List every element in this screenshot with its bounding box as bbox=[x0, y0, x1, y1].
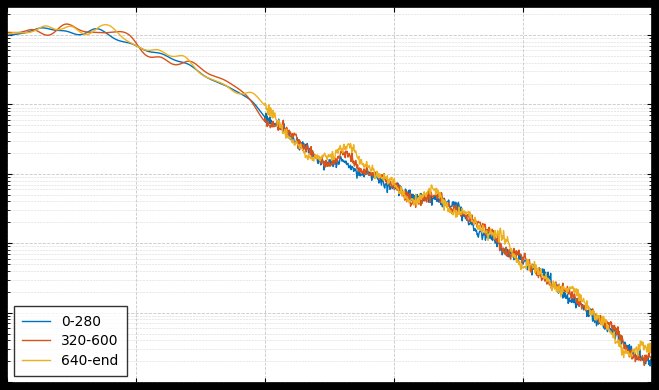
Line: 640-end: 640-end bbox=[7, 25, 652, 358]
Line: 0-280: 0-280 bbox=[7, 28, 652, 366]
320-600 bbox=[641, 363, 648, 368]
640-end bbox=[264, 103, 272, 108]
640-end bbox=[619, 355, 627, 360]
640-end bbox=[69, 25, 76, 29]
Legend: 0-280, 320-600, 640-end: 0-280, 320-600, 640-end bbox=[14, 306, 127, 376]
640-end bbox=[519, 265, 527, 269]
0-280 bbox=[507, 250, 515, 254]
640-end bbox=[3, 32, 11, 36]
0-280 bbox=[69, 31, 77, 36]
0-280 bbox=[648, 358, 656, 363]
640-end bbox=[648, 344, 656, 349]
0-280 bbox=[264, 116, 272, 121]
0-280 bbox=[288, 138, 296, 143]
640-end bbox=[447, 208, 455, 213]
320-600 bbox=[507, 257, 515, 262]
320-600 bbox=[288, 135, 296, 140]
Line: 320-600: 320-600 bbox=[7, 24, 652, 365]
320-600 bbox=[519, 261, 527, 266]
640-end bbox=[507, 249, 515, 254]
320-600 bbox=[69, 24, 77, 29]
320-600 bbox=[63, 22, 71, 27]
320-600 bbox=[3, 30, 11, 35]
640-end bbox=[101, 22, 109, 27]
320-600 bbox=[648, 360, 656, 364]
320-600 bbox=[447, 210, 455, 215]
0-280 bbox=[646, 363, 654, 368]
320-600 bbox=[264, 122, 272, 127]
640-end bbox=[288, 138, 296, 143]
0-280 bbox=[519, 261, 527, 265]
0-280 bbox=[447, 204, 455, 209]
0-280 bbox=[3, 33, 11, 37]
0-280 bbox=[38, 25, 46, 30]
